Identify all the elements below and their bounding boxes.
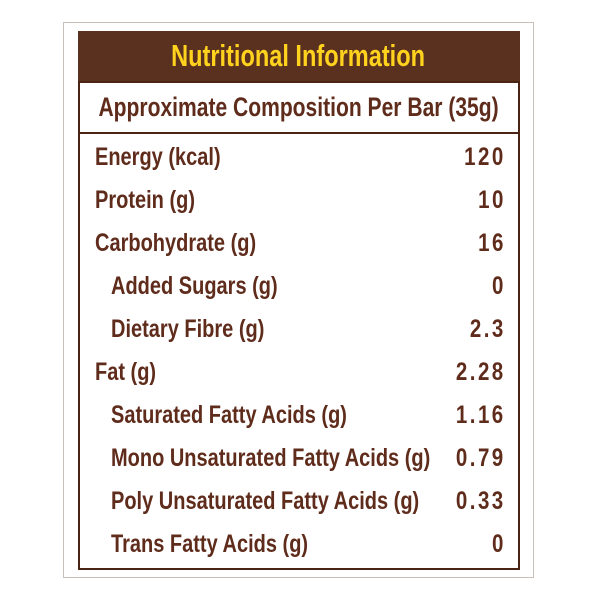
nutrient-value: 0.79	[455, 443, 506, 472]
nutrient-name: Fat (g)	[94, 357, 156, 386]
table-row: Fat (g) 2.28	[80, 352, 518, 395]
nutrient-value: 0	[491, 529, 506, 558]
nutrient-name: Protein (g)	[94, 185, 195, 214]
nutrient-name: Added Sugars (g)	[110, 271, 278, 300]
composition-subtitle-box: Approximate Composition Per Bar (35g)	[77, 80, 520, 134]
nutrient-name: Poly Unsaturated Fatty Acids (g)	[110, 486, 419, 515]
nutrient-name: Mono Unsaturated Fatty Acids (g)	[110, 443, 430, 472]
table-row: Energy (kcal) 120	[80, 137, 518, 180]
nutrient-name: Trans Fatty Acids (g)	[110, 529, 308, 558]
nutrient-value: 1.16	[455, 400, 506, 429]
table-row: Carbohydrate (g) 16	[80, 223, 518, 266]
nutrition-table-body: Energy (kcal) 120 Protein (g) 10 Carbohy…	[77, 133, 520, 570]
nutrient-value: 2.28	[455, 357, 506, 386]
nutrition-label: Nutritional Information Approximate Comp…	[77, 30, 520, 570]
page-title: Nutritional Information	[171, 37, 426, 73]
nutrient-value: 16	[477, 228, 506, 257]
table-row: Trans Fatty Acids (g) 0	[80, 524, 518, 567]
nutrient-name: Carbohydrate (g)	[94, 228, 256, 257]
nutrition-header: Nutritional Information	[77, 30, 520, 81]
table-row: Protein (g) 10	[80, 180, 518, 223]
nutrient-value: 120	[463, 142, 506, 171]
nutrient-value: 10	[477, 185, 506, 214]
table-row: Saturated Fatty Acids (g) 1.16	[80, 395, 518, 438]
nutrient-value: 0.33	[455, 486, 506, 515]
nutrient-name: Saturated Fatty Acids (g)	[110, 400, 347, 429]
nutrient-value: 0	[491, 271, 506, 300]
label-outer-frame: Nutritional Information Approximate Comp…	[63, 22, 534, 578]
table-row: Mono Unsaturated Fatty Acids (g) 0.79	[80, 438, 518, 481]
nutrient-name: Energy (kcal)	[94, 142, 221, 171]
nutrient-name: Dietary Fibre (g)	[110, 314, 264, 343]
table-row: Poly Unsaturated Fatty Acids (g) 0.33	[80, 481, 518, 524]
composition-subtitle: Approximate Composition Per Bar (35g)	[98, 91, 499, 122]
table-row: Dietary Fibre (g) 2.3	[80, 309, 518, 352]
nutrient-value: 2.3	[469, 314, 506, 343]
table-row: Added Sugars (g) 0	[80, 266, 518, 309]
